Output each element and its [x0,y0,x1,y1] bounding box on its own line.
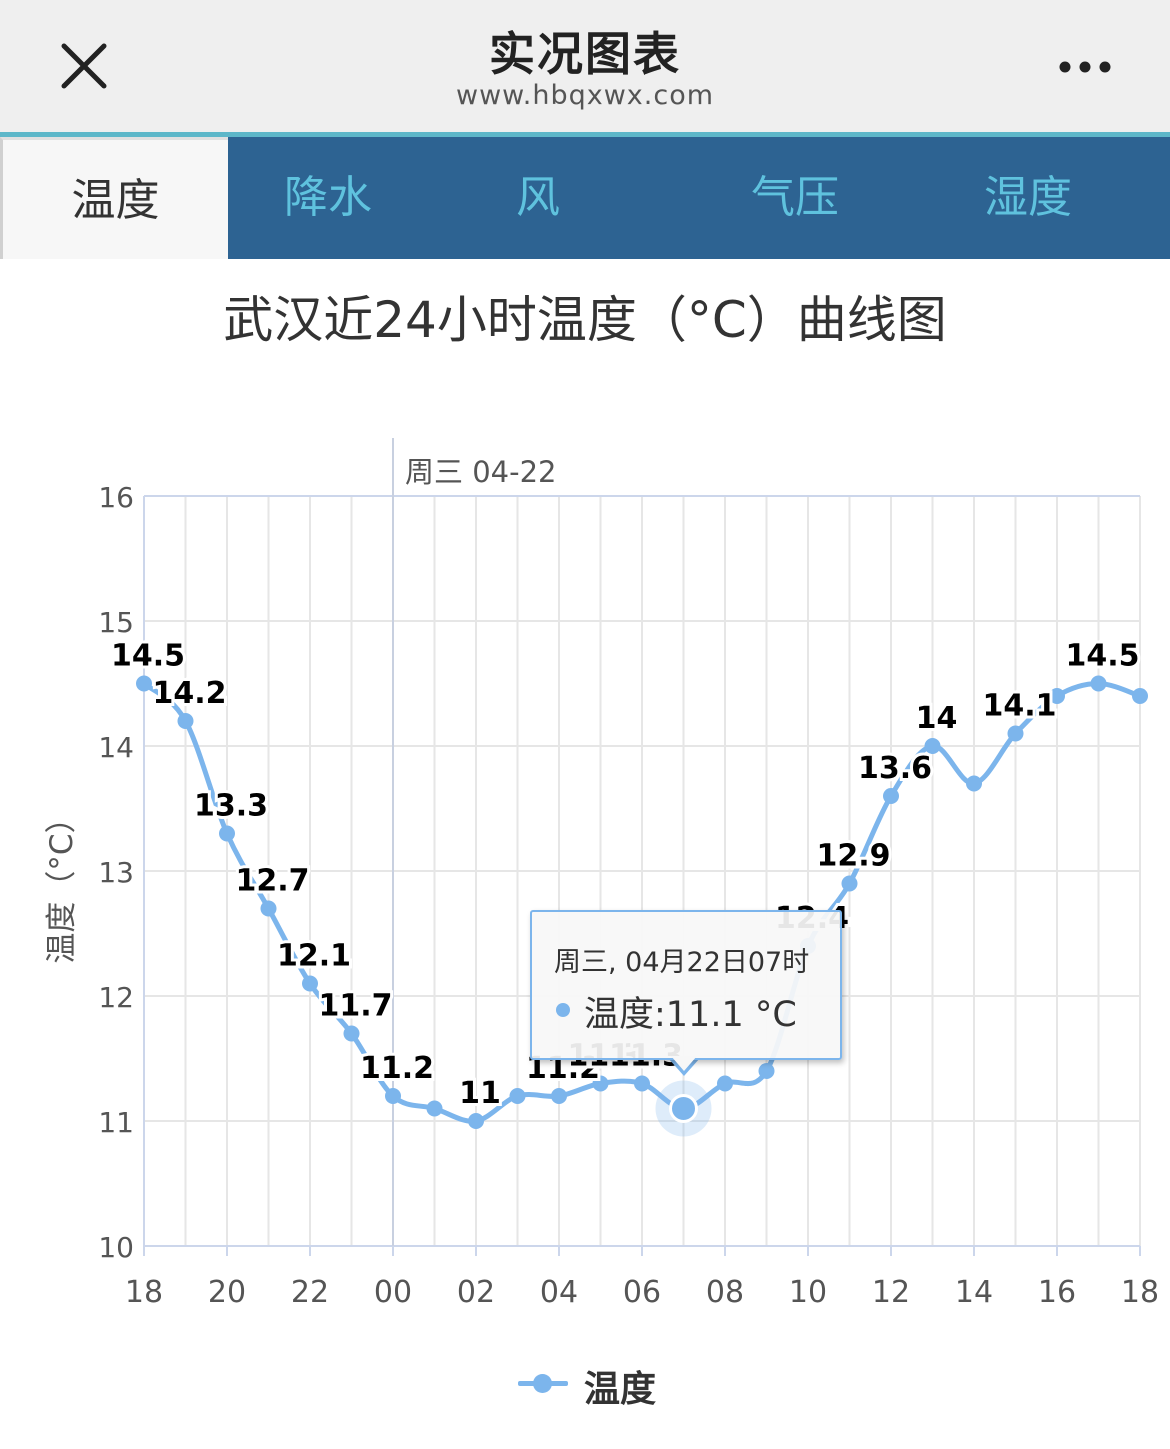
legend-marker-icon [533,1374,552,1393]
data-point [841,875,858,892]
close-button[interactable] [52,36,116,100]
data-point [758,1063,775,1079]
tooltip-series-dot-icon [556,1003,570,1017]
x-tick-label: 00 [374,1275,412,1310]
x-tick-label: 06 [623,1275,661,1310]
y-tick-label: 15 [98,606,134,639]
page-title: 实况图表 [489,27,681,81]
data-point [343,1025,360,1042]
legend-label: 温度 [584,1369,657,1410]
data-point [426,1100,443,1117]
x-tick-label: 12 [872,1275,910,1310]
y-tick-label: 16 [98,481,134,514]
data-point [883,788,899,804]
x-tick-label: 18 [125,1275,163,1310]
data-point [219,825,235,842]
x-tick-label: 10 [789,1275,827,1310]
x-tick-label: 18 [1121,1275,1159,1310]
data-point [385,1088,401,1104]
day-marker-label: 周三 04-22 [405,455,557,489]
data-label: 11.7 [318,989,392,1024]
y-tick-label: 13 [98,856,134,889]
data-point [669,1094,698,1123]
close-icon [61,43,107,89]
data-point [302,975,318,992]
data-point [717,1075,733,1092]
x-tick-label: 22 [291,1275,329,1310]
data-point [551,1088,567,1104]
data-point [136,675,152,692]
data-point [509,1088,526,1104]
x-tick-label: 04 [540,1275,578,1310]
tooltip-value: 温度:11.1 °C [584,995,797,1035]
chart-title: 武汉近24小时温度（°C）曲线图 [223,291,947,349]
y-tick-label: 11 [98,1106,134,1139]
x-tick-label: 16 [1038,1275,1076,1310]
chart-tooltip: 周三, 04月22日07时 温度:11.1 °C [530,910,842,1060]
tab-temperature[interactable]: 温度 [0,137,228,259]
category-tabs: 温度 降水 风 气压 湿度 [0,137,1170,259]
tooltip-date: 周三, 04月22日07时 [554,947,810,978]
data-label: 14.1 [982,689,1056,724]
x-tick-label: 14 [955,1275,993,1310]
data-point [1049,688,1065,704]
data-label: 13.6 [858,751,932,786]
tab-pressure[interactable]: 气压 [751,172,839,223]
data-label: 13.3 [194,789,268,824]
data-point [1007,725,1024,742]
x-tick-label: 20 [208,1275,246,1310]
data-point [260,900,277,917]
data-label: 11.2 [360,1051,434,1086]
data-point [1090,675,1107,692]
data-label: 12.1 [277,939,351,974]
data-label: 12.7 [235,864,309,899]
y-axis-title: 温度（°C） [44,802,80,963]
x-tick-label: 02 [457,1275,495,1310]
data-point [966,775,982,792]
x-tick-label: 08 [706,1275,744,1310]
y-tick-label: 10 [98,1231,134,1264]
data-label: 11 [459,1076,501,1111]
data-label: 12.9 [816,839,890,874]
data-label: 14 [916,701,958,736]
tab-wind[interactable]: 风 [516,172,560,223]
tab-humidity[interactable]: 湿度 [984,172,1072,223]
y-tick-label: 12 [98,981,134,1014]
data-label: 14.5 [1065,639,1139,674]
data-point [177,713,194,729]
more-dots-icon [1059,61,1111,73]
data-label: 14.2 [152,676,226,711]
data-point [634,1075,650,1092]
more-options-button[interactable] [1050,40,1120,94]
tab-precipitation[interactable]: 降水 [284,172,372,223]
page-subtitle-url: www.hbqxwx.com [455,80,715,111]
tooltip-arrow-fill [671,1056,697,1071]
data-point [592,1075,609,1092]
data-point [468,1113,484,1129]
data-point [1132,688,1148,704]
data-point [924,738,941,754]
y-tick-label: 14 [98,731,134,764]
data-label: 14.5 [111,639,185,674]
top-navigation-bar: 实况图表 www.hbqxwx.com [0,0,1170,137]
